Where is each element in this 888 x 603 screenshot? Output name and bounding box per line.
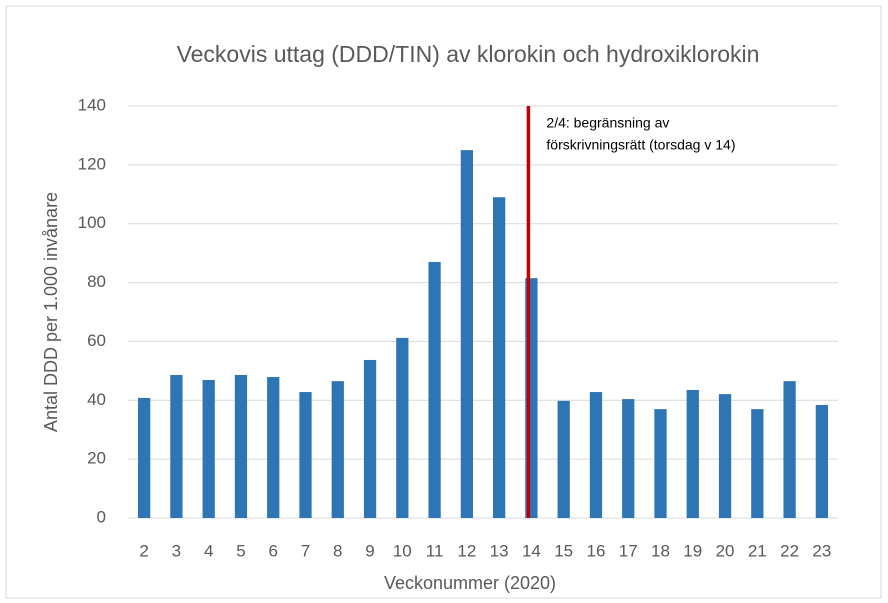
bar <box>783 381 796 518</box>
bar <box>170 374 183 518</box>
chart-frame <box>5 5 882 599</box>
x-tick-label: 20 <box>716 541 735 560</box>
bar <box>493 197 506 518</box>
y-tick-label: 140 <box>78 95 106 114</box>
bar <box>234 374 248 518</box>
bar <box>138 397 151 518</box>
bar <box>202 379 215 518</box>
bar <box>299 392 312 518</box>
y-tick-label: 120 <box>78 154 106 173</box>
x-tick-label: 7 <box>301 541 310 560</box>
x-tick-label: 11 <box>426 541 444 560</box>
y-tick-label: 100 <box>78 213 106 232</box>
bar <box>622 399 635 518</box>
bar <box>396 337 409 518</box>
bar <box>815 404 828 518</box>
x-axis-label: Veckonummer (2020) <box>384 573 556 593</box>
y-tick-label: 20 <box>87 449 106 468</box>
x-tick-label: 2 <box>139 541 148 560</box>
x-tick-label: 4 <box>204 541 213 560</box>
x-tick-label: 8 <box>333 541 342 560</box>
y-tick-label: 60 <box>87 331 106 350</box>
bar <box>363 359 377 518</box>
x-tick-label: 5 <box>236 541 245 560</box>
bar <box>654 409 667 518</box>
annotation-text: 2/4: begränsning av <box>546 115 669 131</box>
bar <box>267 377 280 518</box>
x-tick-label: 3 <box>172 541 181 560</box>
bar <box>428 261 441 518</box>
x-tick-label: 22 <box>780 541 799 560</box>
x-tick-label: 9 <box>365 541 374 560</box>
x-tick-label: 12 <box>457 541 476 560</box>
annotation-text: förskrivningsrätt (torsdag v 14) <box>546 137 735 153</box>
y-axis-label: Antal DDD per 1.000 invånare <box>41 192 61 432</box>
bar <box>331 381 344 518</box>
chart-title: Veckovis uttag (DDD/TIN) av klorokin och… <box>177 41 760 67</box>
x-tick-label: 6 <box>268 541 277 560</box>
x-tick-label: 13 <box>490 541 509 560</box>
x-tick-label: 19 <box>683 541 702 560</box>
x-tick-label: 17 <box>619 541 638 560</box>
y-tick-label: 0 <box>97 507 106 526</box>
x-tick-label: 15 <box>554 541 573 560</box>
bar <box>686 389 699 518</box>
x-tick-label: 14 <box>522 541 541 560</box>
x-tick-label: 10 <box>393 541 412 560</box>
x-tick-label: 21 <box>748 541 767 560</box>
bar <box>589 392 603 518</box>
bar <box>751 409 764 518</box>
bar <box>718 394 732 518</box>
y-tick-label: 80 <box>87 272 106 291</box>
x-tick-label: 18 <box>651 541 670 560</box>
bar <box>460 150 473 518</box>
x-tick-label: 16 <box>586 541 605 560</box>
x-tick-label: 23 <box>812 541 831 560</box>
y-tick-label: 40 <box>87 390 106 409</box>
bar <box>557 400 570 518</box>
